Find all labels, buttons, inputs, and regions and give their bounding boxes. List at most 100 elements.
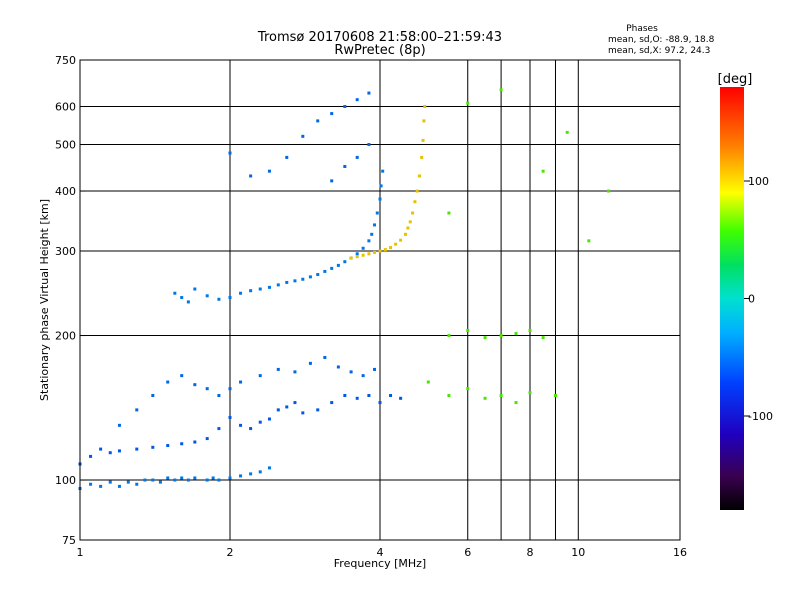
data-point: [413, 200, 417, 204]
y-axis-label: Stationary phase Virtual Height [km]: [38, 199, 51, 401]
data-point: [301, 277, 305, 281]
data-point: [228, 415, 232, 419]
data-point: [285, 405, 289, 409]
data-point: [316, 119, 320, 123]
data-point: [211, 476, 215, 480]
data-point: [217, 394, 221, 398]
data-point: [193, 383, 197, 387]
data-point: [528, 328, 532, 332]
data-point: [323, 269, 327, 273]
phase-info-heading: Phases: [626, 24, 658, 34]
colorbar-label: [deg]: [718, 72, 753, 87]
data-point: [316, 273, 320, 277]
colorbar-ticks: 100 0 -100: [744, 175, 773, 423]
data-point: [394, 242, 398, 246]
data-point: [267, 285, 271, 289]
data-point: [228, 387, 232, 391]
data-point: [330, 179, 334, 183]
data-point: [173, 478, 177, 482]
phase-info-o: mean, sd,O: -88.9, 18.8: [608, 35, 715, 45]
data-point: [108, 480, 112, 484]
data-point: [343, 260, 347, 264]
data-points: [78, 88, 611, 491]
data-point: [447, 334, 451, 338]
data-point: [330, 266, 334, 270]
data-point: [375, 211, 379, 215]
data-point: [373, 367, 377, 371]
data-point: [383, 248, 387, 252]
data-point: [239, 380, 243, 384]
y-tick-label: 500: [55, 139, 76, 152]
data-point: [293, 370, 297, 374]
data-point: [378, 197, 382, 201]
data-point: [370, 232, 374, 236]
data-point: [399, 396, 403, 400]
x-tick-label: 2: [227, 546, 234, 559]
data-point: [399, 238, 403, 242]
data-point: [151, 478, 155, 482]
data-point: [89, 482, 93, 486]
data-point: [355, 255, 359, 259]
data-point: [151, 394, 155, 398]
data-point: [276, 367, 280, 371]
data-point: [373, 223, 377, 227]
data-point: [143, 478, 147, 482]
data-point: [258, 287, 262, 291]
x-tick-label: 8: [527, 546, 534, 559]
data-point: [193, 476, 197, 480]
data-point: [367, 252, 371, 256]
data-point: [378, 401, 382, 405]
data-point: [381, 169, 385, 173]
data-point: [349, 370, 353, 374]
data-point: [239, 291, 243, 295]
series-scattered-echoes: [426, 88, 611, 405]
series-es-upper-o-: [117, 355, 377, 427]
data-point: [389, 394, 393, 398]
data-point: [483, 336, 487, 340]
data-point: [367, 394, 371, 398]
data-point: [426, 380, 430, 384]
data-point: [108, 451, 112, 455]
data-point: [166, 444, 170, 448]
data-point: [367, 91, 371, 95]
data-point: [343, 394, 347, 398]
data-point: [258, 420, 262, 424]
data-point: [308, 275, 312, 279]
data-point: [499, 334, 503, 338]
data-point: [565, 130, 569, 134]
data-point: [378, 249, 382, 253]
data-point: [239, 474, 243, 478]
data-point: [415, 189, 419, 193]
data-point: [301, 411, 305, 415]
phase-info-x: mean, sd,X: 97.2, 24.3: [608, 46, 710, 56]
data-point: [406, 226, 410, 230]
data-point: [355, 396, 359, 400]
data-point: [126, 480, 130, 484]
data-point: [180, 442, 184, 446]
series-multiple-hop-2f-: [228, 91, 371, 183]
data-point: [99, 447, 103, 451]
data-point: [205, 294, 209, 298]
colorbar-tick-label: 100: [748, 175, 769, 188]
data-point: [483, 396, 487, 400]
data-point: [421, 138, 425, 142]
data-point: [541, 336, 545, 340]
data-point: [205, 478, 209, 482]
data-point: [228, 151, 232, 155]
data-point: [276, 283, 280, 287]
data-point: [367, 239, 371, 243]
data-point: [373, 250, 377, 254]
data-point: [293, 279, 297, 283]
data-point: [361, 374, 365, 378]
data-point: [447, 211, 451, 215]
data-point: [249, 472, 253, 476]
colorbar: [720, 87, 744, 510]
y-tick-label: 100: [55, 474, 76, 487]
y-axis-ticks: 75 100 200 300 400 500 600 750: [55, 54, 86, 547]
data-point: [308, 361, 312, 365]
data-point: [180, 476, 184, 480]
data-point: [285, 280, 289, 284]
data-point: [267, 169, 271, 173]
data-point: [249, 289, 253, 293]
data-point: [541, 169, 545, 173]
